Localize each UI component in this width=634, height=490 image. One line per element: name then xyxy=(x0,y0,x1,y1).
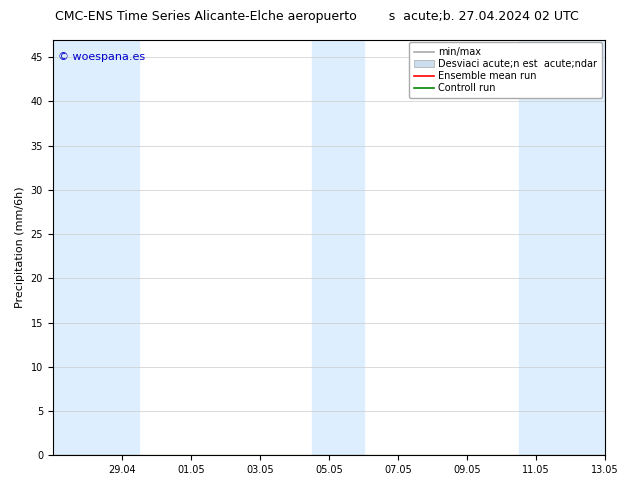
Text: © woespana.es: © woespana.es xyxy=(58,52,145,62)
Bar xyxy=(312,40,363,455)
Text: CMC-ENS Time Series Alicante-Elche aeropuerto        s  acute;b. 27.04.2024 02 U: CMC-ENS Time Series Alicante-Elche aerop… xyxy=(55,10,579,23)
Bar xyxy=(53,40,139,455)
Y-axis label: Precipitation (mm/6h): Precipitation (mm/6h) xyxy=(15,187,25,308)
Bar xyxy=(519,40,605,455)
Legend: min/max, Desviaci acute;n est  acute;ndar, Ensemble mean run, Controll run: min/max, Desviaci acute;n est acute;ndar… xyxy=(409,43,602,98)
